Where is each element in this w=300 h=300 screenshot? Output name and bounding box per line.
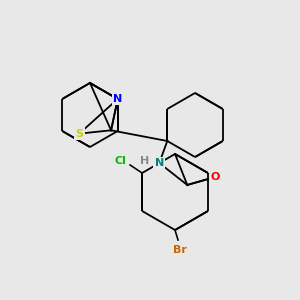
Text: O: O (211, 172, 220, 182)
Text: H: H (140, 156, 149, 166)
Text: S: S (75, 129, 83, 139)
Text: Br: Br (173, 245, 187, 255)
Text: N: N (113, 94, 122, 104)
Text: Cl: Cl (114, 156, 126, 166)
Text: N: N (155, 158, 164, 168)
